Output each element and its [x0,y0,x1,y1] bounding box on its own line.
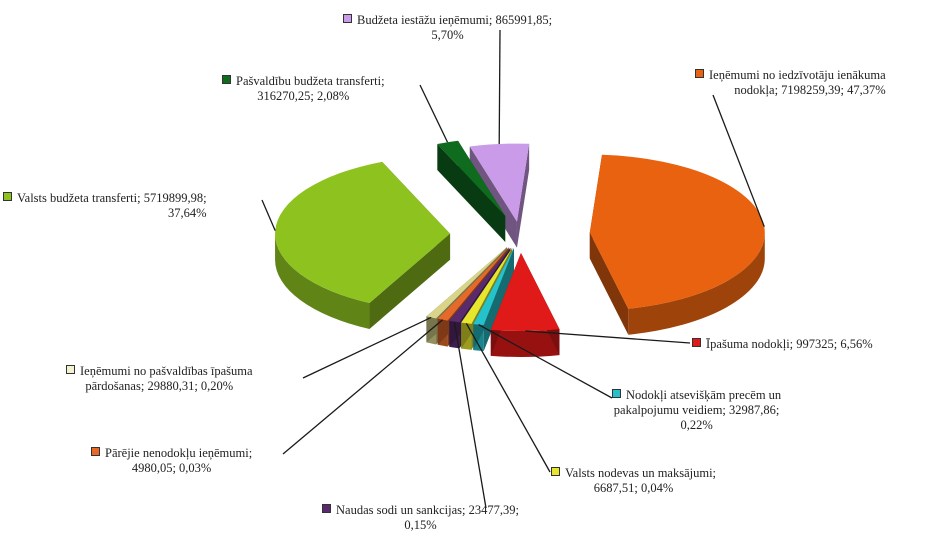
pie-slice-top [437,140,506,216]
pie-slice [275,161,451,329]
legend-marker [692,338,701,347]
label-line: Naudas sodi un sankcijas; 23477,39; [336,503,519,517]
pie-slice-side [628,232,765,335]
pie-slice-side [275,233,370,329]
pie-slice-side [490,329,560,357]
pie-slice-top [473,248,514,326]
legend-marker [612,389,621,398]
pie-slices [275,140,765,357]
label-line: 37,64% [168,206,207,220]
label-line: 316270,25; 2,08% [257,89,350,103]
label-line: Nodokļi atsevišķām precēm un [626,388,782,402]
pie-slice-wall [369,233,451,329]
label-line: 0,15% [404,518,437,532]
label-pasvaldibu-transferti: Pašvaldību budžeta transferti; 316270,25… [222,74,385,104]
pie-slice-top [426,247,508,319]
legend-marker [3,192,12,201]
label-line: Pašvaldību budžeta transferti; [236,74,385,88]
label-line: Īpašuma nodokļi; 997325; 6,56% [706,337,873,351]
legend-marker [222,75,231,84]
pie-slice-wall [589,232,629,335]
leader-line [465,322,551,473]
pie-slice-top [437,247,509,321]
legend-marker [66,365,75,374]
label-line: Valsts budžeta transferti; 5719899,98; [17,191,207,205]
leader-line [478,324,613,399]
label-ipasuma-nodokli: Īpašuma nodokļi; 997325; 6,56% [692,337,873,352]
label-parejie-nenodoklu: Pārējie nenodokļu ieņēmumi; 4980,05; 0,0… [91,446,252,476]
label-valsts-transferti: Valsts budžeta transferti; 5719899,98; 3… [3,191,207,221]
legend-marker [551,467,560,476]
label-line: Ieņēmumi no iedzīvotāju ienākuma [709,68,886,82]
label-line: nodokļa; 7198259,39; 47,37% [734,83,886,97]
leader-line [712,94,765,227]
leader-line [419,84,449,143]
label-nodokli-precem: Nodokļi atsevišķām precēm un pakalpojumu… [612,388,781,433]
label-budzeta-iestazu: Budžeta iestāžu ieņēmumi; 865991,85; 5,7… [343,13,552,43]
label-line: 4980,05; 0,03% [131,461,212,475]
label-iin: Ieņēmumi no iedzīvotāju ienākuma nodokļa… [695,68,886,98]
label-line: pakalpojumu veidiem; 32987,86; [613,403,780,417]
leader-line [302,316,432,379]
pie-slice-top [449,247,511,323]
label-line: 0,22% [680,418,713,432]
pie-slice-wall [437,143,506,242]
pie-slice [437,140,506,242]
pie-slice-top [461,248,513,324]
leader-line [525,330,691,344]
legend-marker [322,504,331,513]
label-line: Ieņēmumi no pašvaldības īpašuma [80,364,253,378]
leader-line [261,199,276,231]
label-line: Pārējie nenodokļu ieņēmumi; [105,446,253,460]
pie-slice [589,154,765,335]
label-line: Budžeta iestāžu ieņēmumi; 865991,85; [357,13,553,27]
label-ipasuma-pardosanas: Ieņēmumi no pašvaldības īpašuma pārdošan… [66,364,253,394]
pie-slice-top [490,252,560,331]
leader-line [498,29,501,144]
label-line: Valsts nodevas un maksājumi; [565,466,717,480]
label-line: 6687,51; 0,04% [593,481,674,495]
pie-slice-top [275,161,451,303]
legend-marker [695,69,704,78]
leader-line [282,319,444,455]
legend-marker [343,14,352,23]
pie-slice-wall [516,143,530,248]
label-line: pārdošanas; 29880,31; 0,20% [85,379,234,393]
pie-slice-top [469,143,530,222]
pie-slice [473,248,514,352]
legend-marker [91,447,100,456]
label-valsts-nodevas: Valsts nodevas un maksājumi; 6687,51; 0,… [551,466,716,496]
leader-line [453,321,487,509]
label-naudas-sodi: Naudas sodi un sankcijas; 23477,39; 0,15… [322,503,519,533]
label-line: 5,70% [431,28,464,42]
leader-lines [261,29,765,509]
pie-slice-top [589,154,765,309]
pie-slice [490,252,560,357]
